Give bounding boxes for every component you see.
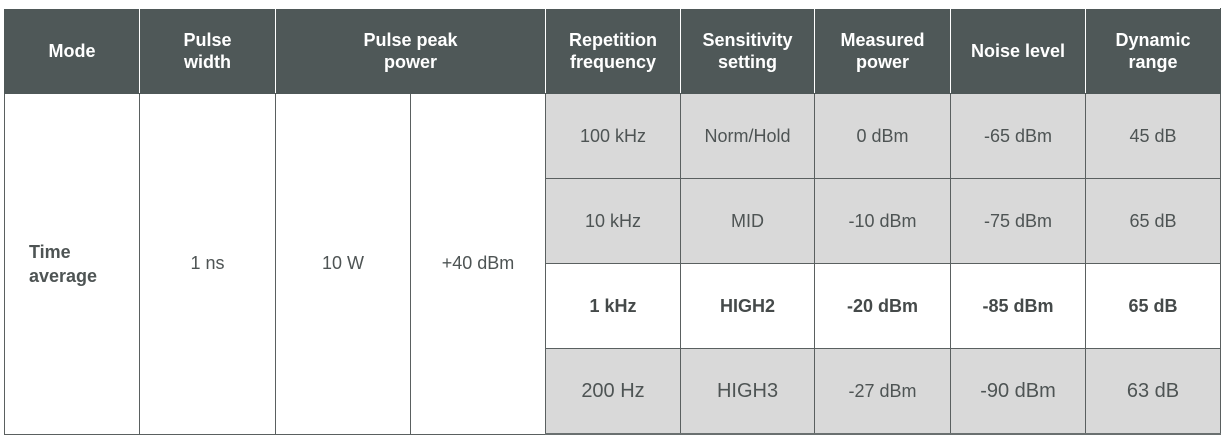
cell-measured-power: -20 dBm <box>814 263 951 349</box>
specs-table: Mode Pulse width Pulse peak power Repetiti… <box>4 8 1221 435</box>
cell-frequency: 1 kHz <box>545 263 681 349</box>
cell-dynamic-range: 65 dB <box>1085 263 1221 349</box>
cell-mode: Time average <box>4 93 140 435</box>
header-pulse-peak-power: Pulse peak power <box>275 8 546 94</box>
cell-noise-level: -85 dBm <box>950 263 1086 349</box>
cell-sensitivity: Norm/Hold <box>680 93 815 179</box>
table-row: Time average 1 ns 10 W +40 dBm 100 kHz No… <box>4 93 1221 435</box>
header-pulse-width: Pulse width <box>139 8 276 94</box>
header-text: frequency <box>569 52 657 72</box>
cell-noise-level: -65 dBm <box>950 93 1086 179</box>
header-measured-power: Measured power <box>814 8 951 94</box>
header-text: Dynamic <box>1115 30 1191 50</box>
header-sensitivity-setting: Sensitivity setting <box>680 8 815 94</box>
header-text: Measured <box>840 30 925 50</box>
header-text: Sensitivity <box>702 30 793 50</box>
header-text: Pulse peak <box>363 30 458 50</box>
cell-noise-level: -75 dBm <box>950 178 1086 264</box>
cell-measured-power: 0 dBm <box>814 93 951 179</box>
header-text: power <box>383 52 437 72</box>
header-dynamic-range: Dynamic range <box>1085 8 1221 94</box>
header-mode: Mode <box>4 8 140 94</box>
cell-sensitivity: HIGH3 <box>680 348 815 435</box>
cell-dynamic-range: 63 dB <box>1085 348 1221 435</box>
header-noise-level: Noise level <box>950 8 1086 94</box>
cell-frequency: 200 Hz <box>545 348 681 435</box>
header-text: Noise level <box>970 41 1066 61</box>
cell-sensitivity: MID <box>680 178 815 264</box>
header-text: Pulse <box>183 30 232 50</box>
cell-measured-power: -27 dBm <box>814 348 951 435</box>
header-row: Mode Pulse width Pulse peak power Repetiti… <box>4 8 1221 94</box>
header-text: Repetition <box>569 30 657 50</box>
header-text: setting <box>717 52 777 72</box>
cell-peak-power-w: 10 W <box>275 93 411 435</box>
header-text: power <box>855 52 909 72</box>
cell-measured-power: -10 dBm <box>814 178 951 264</box>
cell-peak-power-dbm: +40 dBm <box>410 93 546 435</box>
header-text: width <box>184 52 231 72</box>
table-row-highlighted: 1 kHz HIGH2 -20 dBm -85 dBm 65 dB <box>5 263 1221 349</box>
cell-dynamic-range: 65 dB <box>1085 178 1221 264</box>
header-text: Mode <box>48 41 96 61</box>
cell-pulse-width: 1 ns <box>139 93 276 435</box>
cell-sensitivity: HIGH2 <box>680 263 815 349</box>
cell-noise-level: -90 dBm <box>950 348 1086 435</box>
table-row: 200 Hz HIGH3 -27 dBm -90 dBm 63 dB <box>5 348 1221 435</box>
table-row: 10 kHz MID -10 dBm -75 dBm 65 dB <box>5 178 1221 264</box>
cell-frequency: 100 kHz <box>545 93 681 179</box>
header-repetition-frequency: Repetition frequency <box>545 8 681 94</box>
cell-dynamic-range: 45 dB <box>1085 93 1221 179</box>
mode-text: average <box>29 265 98 286</box>
mode-text: Time <box>29 241 71 262</box>
header-text: range <box>1128 52 1178 72</box>
cell-frequency: 10 kHz <box>545 178 681 264</box>
